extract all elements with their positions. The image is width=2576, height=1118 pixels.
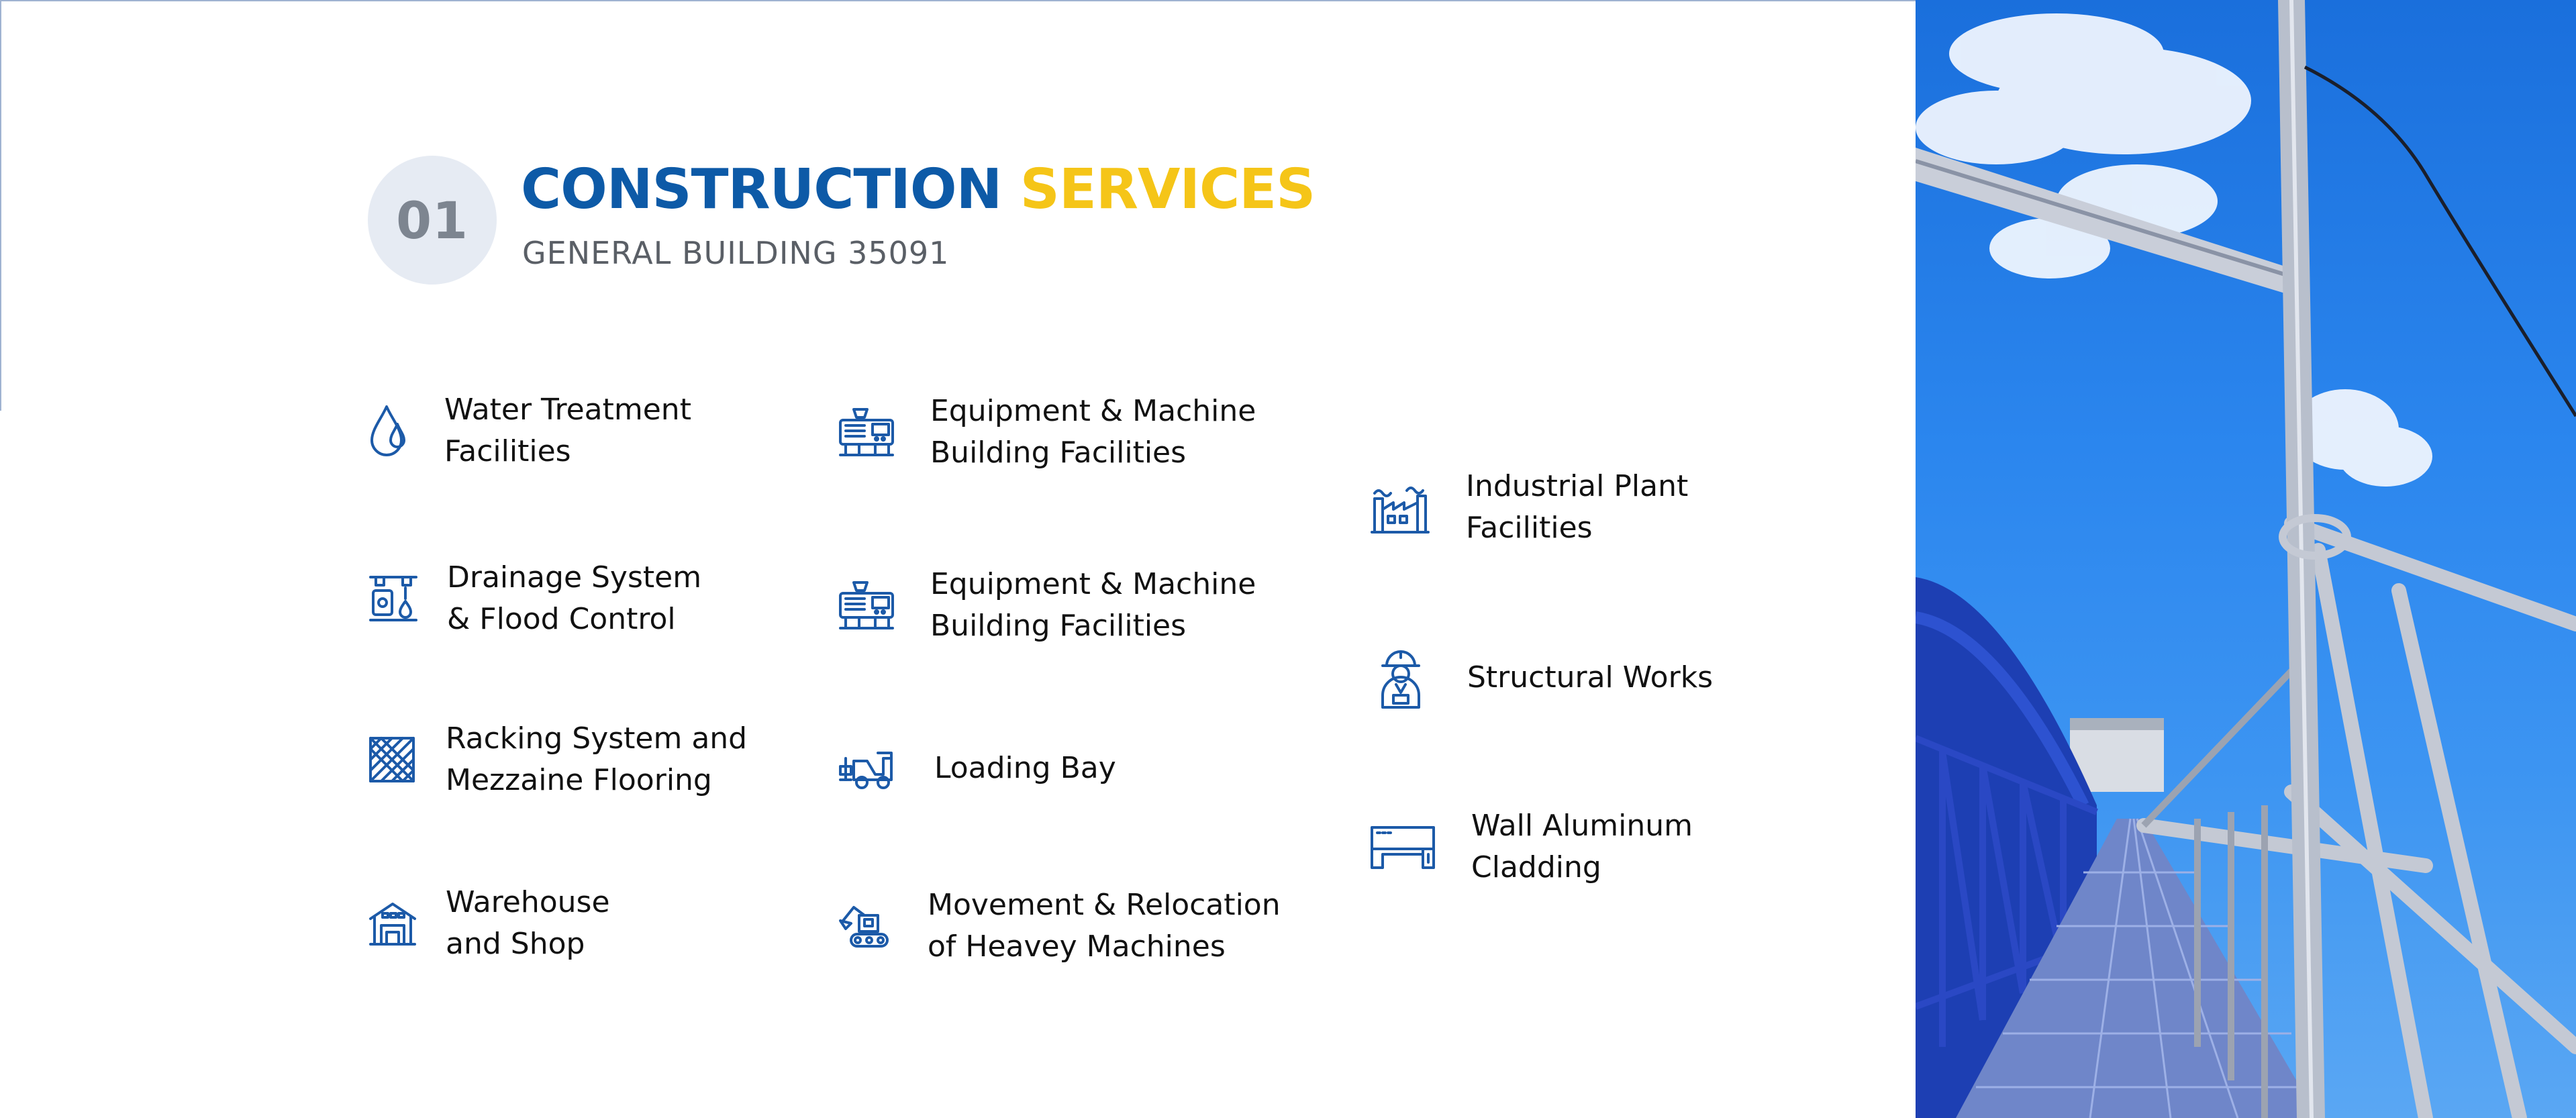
section-title: CONSTRUCTION SERVICES xyxy=(521,162,1316,217)
service-label: Movement & Relocation of Heavey Machines xyxy=(928,888,1281,964)
racking-icon xyxy=(368,735,416,784)
construction-walkway-photo xyxy=(1916,0,2576,1118)
service-racking: Racking System and Mezzaine Flooring xyxy=(368,718,747,801)
service-label: Equipment & Machine Building Facilities xyxy=(930,394,1256,470)
service-equipment-machine-2: Equipment & Machine Building Facilities xyxy=(838,564,1256,647)
service-label: Racking System and Mezzaine Flooring xyxy=(446,721,748,797)
service-heavy-machine-relocation: Movement & Relocation of Heavey Machines xyxy=(838,884,1281,968)
service-label: Industrial Plant Facilities xyxy=(1466,469,1689,545)
title-part-construction: CONSTRUCTION xyxy=(521,158,1002,221)
worker-icon xyxy=(1373,646,1428,710)
section-subtitle: GENERAL BUILDING 35091 xyxy=(522,235,950,271)
service-label: Loading Bay xyxy=(934,751,1116,785)
service-drainage: Drainage System & Flood Control xyxy=(368,557,701,640)
service-label: Water Treatment Facilities xyxy=(444,393,691,468)
water-drop-icon xyxy=(368,403,411,459)
service-equipment-machine-1: Equipment & Machine Building Facilities xyxy=(838,391,1256,474)
service-warehouse: Warehouse and Shop xyxy=(368,882,610,965)
machine-icon xyxy=(838,407,895,458)
section-number: 01 xyxy=(396,190,468,250)
factory-icon xyxy=(1369,480,1431,535)
service-wall-aluminum-cladding: Wall Aluminum Cladding xyxy=(1369,805,1693,888)
service-industrial-plant: Industrial Plant Facilities xyxy=(1369,466,1688,549)
service-label: Warehouse and Shop xyxy=(446,885,610,961)
title-part-services: SERVICES xyxy=(1020,158,1316,221)
excavator-icon xyxy=(838,902,890,950)
cladding-icon xyxy=(1369,822,1436,872)
service-label: Drainage System & Flood Control xyxy=(447,560,702,636)
section-number-badge: 01 xyxy=(368,156,497,285)
drainage-icon xyxy=(368,572,419,625)
machine-icon xyxy=(838,580,895,631)
service-structural-works: Structural Works xyxy=(1373,646,1713,710)
service-label: Wall Aluminum Cladding xyxy=(1471,809,1693,884)
service-loading-bay: Loading Bay xyxy=(838,748,1116,789)
forklift-icon xyxy=(838,748,897,789)
frame-border-top xyxy=(0,0,1916,1)
service-water-treatment: Water Treatment Facilities xyxy=(368,389,691,472)
service-label: Equipment & Machine Building Facilities xyxy=(930,567,1256,643)
frame-border-left xyxy=(0,0,1,411)
warehouse-icon xyxy=(368,900,417,947)
service-label: Structural Works xyxy=(1467,660,1714,695)
